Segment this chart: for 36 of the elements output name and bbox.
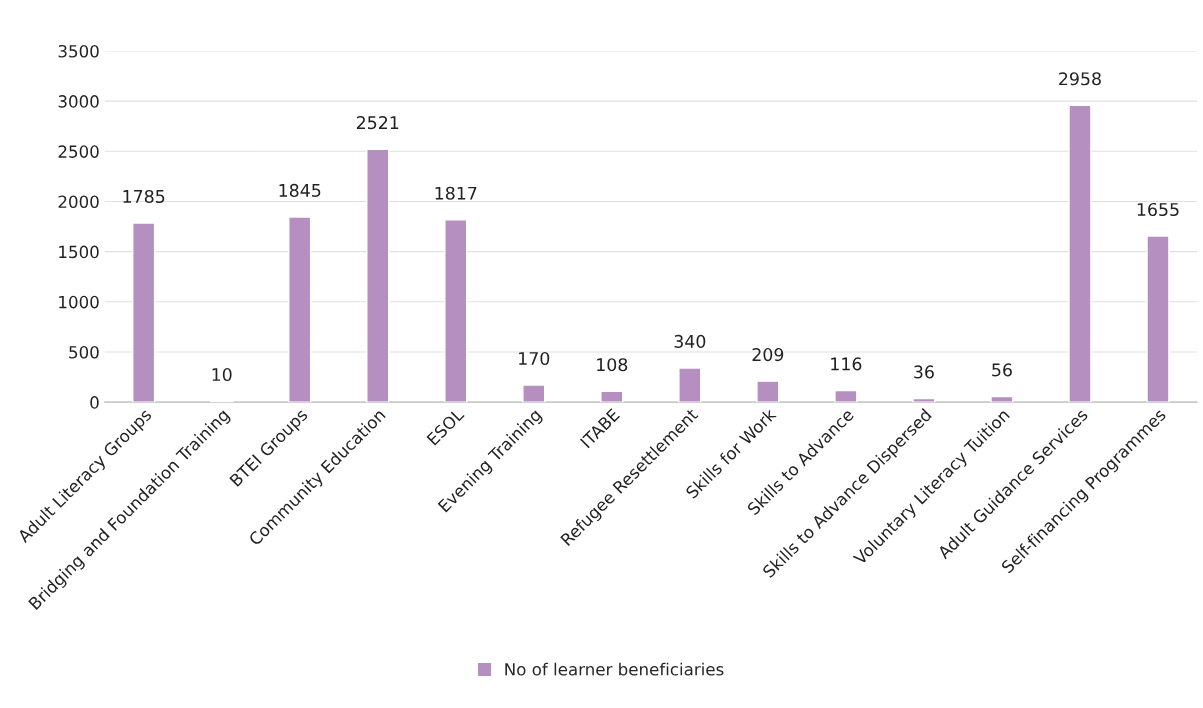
data-label: 340: [674, 334, 706, 348]
data-label: 1655: [1137, 202, 1179, 217]
y-tick-label: 2000: [58, 195, 99, 209]
y-tick-label: 3000: [58, 95, 99, 108]
data-label: 108: [597, 358, 628, 372]
data-label: 1785: [123, 189, 165, 204]
y-tick-label: 1000: [59, 295, 99, 309]
legend-label: No of learner beneficiaries: [505, 662, 724, 676]
bar: [678, 367, 702, 403]
data-label: 1817: [435, 186, 477, 200]
data-label: 2958: [1059, 72, 1101, 86]
bar: [366, 148, 390, 403]
bar: [132, 222, 156, 403]
data-label: 36: [914, 365, 934, 379]
y-tick-label: 500: [69, 345, 99, 359]
bar: [1146, 235, 1170, 403]
data-label: 56: [992, 363, 1012, 377]
bar: [600, 390, 624, 403]
bar: [288, 216, 312, 403]
data-label: 116: [831, 357, 862, 371]
bar: [444, 219, 468, 403]
bar: [522, 384, 546, 403]
bar: [1068, 104, 1092, 403]
y-tick-label: 3500: [58, 44, 99, 58]
bar: [990, 395, 1014, 403]
bar: [756, 380, 780, 403]
data-label: 209: [752, 348, 784, 362]
data-label: 10: [212, 367, 232, 382]
bar: [834, 389, 858, 403]
data-label: 1845: [279, 183, 321, 197]
y-tick-label: 1500: [59, 245, 99, 259]
data-label: 2521: [356, 116, 399, 130]
y-tick-label: 2500: [58, 145, 99, 158]
data-label: 170: [519, 351, 550, 366]
bar: [912, 397, 936, 403]
y-tick-label: 0: [90, 396, 99, 409]
